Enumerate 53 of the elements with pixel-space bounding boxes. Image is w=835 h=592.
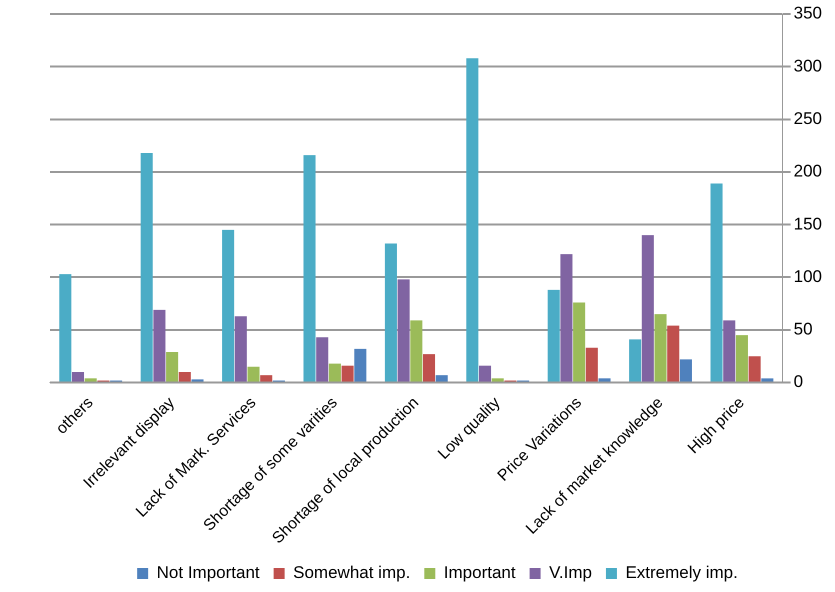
bar [140, 152, 153, 382]
bar [328, 364, 341, 382]
bar [260, 375, 272, 382]
y-tick-label: 50 [794, 320, 813, 339]
bar [72, 372, 84, 382]
bar [178, 372, 191, 382]
bar [492, 378, 504, 382]
bar [422, 354, 436, 382]
bar [191, 379, 204, 382]
bar [166, 352, 178, 382]
bar [586, 348, 598, 382]
bar [222, 230, 234, 382]
bar [560, 254, 572, 382]
bar [654, 314, 667, 382]
legend-label: Important [444, 563, 516, 582]
y-tick-label: 150 [794, 214, 822, 234]
bar [761, 378, 774, 382]
bar [723, 320, 736, 382]
bar [153, 310, 166, 382]
bar [234, 316, 247, 382]
bar [354, 348, 366, 382]
bar [478, 366, 492, 382]
bar [667, 326, 680, 382]
bar [303, 155, 316, 382]
legend-label: Not Important [156, 563, 260, 582]
bar [598, 378, 611, 382]
y-tick-label: 300 [794, 56, 822, 76]
y-tick-label: 350 [794, 4, 822, 23]
bar [247, 366, 260, 382]
bar [680, 359, 692, 382]
y-tick-label: 0 [794, 372, 804, 392]
bar [466, 58, 478, 382]
y-tick-label: 200 [794, 162, 822, 181]
bar [629, 339, 642, 382]
bar [342, 366, 354, 382]
bar [736, 335, 748, 382]
bar [548, 290, 560, 382]
y-tick-label: 100 [794, 266, 822, 286]
bar [748, 356, 761, 382]
bar [710, 184, 723, 382]
bar [84, 378, 97, 382]
bar [398, 279, 410, 382]
bar [316, 337, 328, 382]
legend-label: Extremely imp. [625, 563, 738, 582]
bar [642, 235, 654, 382]
bar [384, 244, 397, 382]
bar [436, 375, 448, 382]
bar [59, 274, 72, 382]
legend-label: V.Imp [549, 563, 592, 582]
y-tick-label: 250 [794, 108, 822, 128]
bar [410, 320, 422, 382]
legend-label: Somewhat imp. [293, 563, 410, 582]
bar [573, 302, 586, 382]
